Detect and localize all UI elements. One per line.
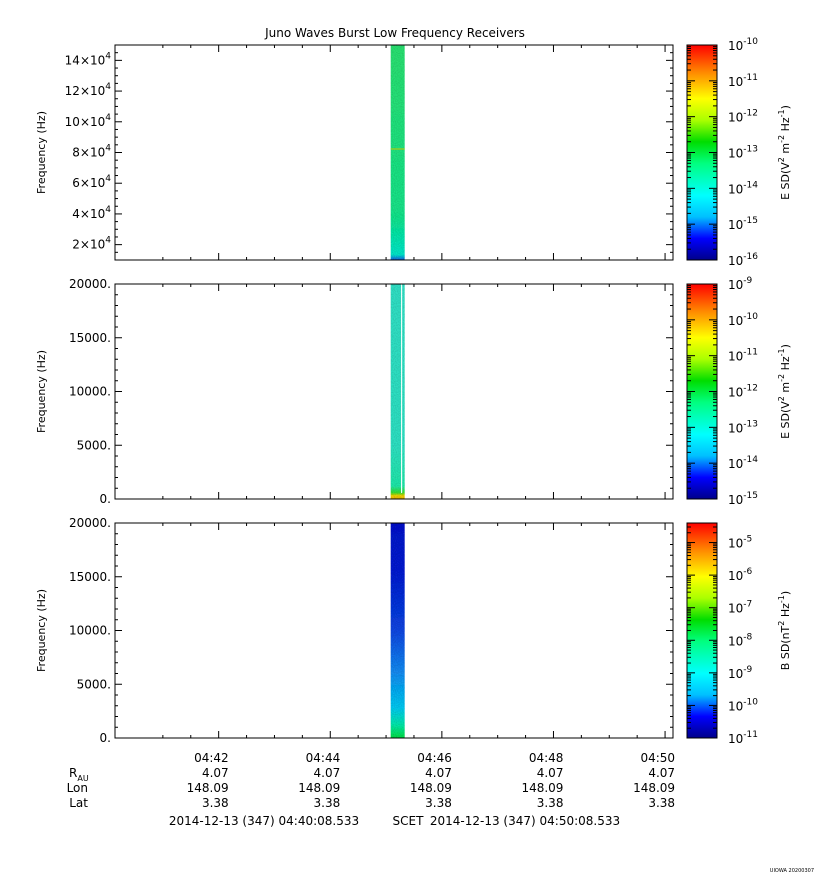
colorbar-label: B SD(nT2 Hz-1) — [777, 591, 792, 670]
y-tick-label: 5000. — [77, 438, 111, 452]
colorbar-tick-label: 10-11 — [728, 73, 758, 89]
y-tick-label: 10×104 — [65, 113, 112, 129]
colorbar-tick-label: 10-13 — [728, 145, 758, 161]
colorbar-label: E SD(V2 m-2 Hz-1) — [777, 105, 792, 200]
y-tick-label: 14×104 — [65, 51, 112, 67]
y-tick-label: 5000. — [77, 677, 111, 691]
colorbar-tick-label: 10-13 — [728, 419, 758, 435]
colorbar-tick-label: 10-10 — [728, 312, 758, 328]
colorbar-tick-label: 10-9 — [728, 665, 753, 681]
colorbar-tick-label: 10-11 — [728, 730, 758, 746]
y-tick-label: 6×104 — [72, 174, 111, 190]
ephemeris-value: 3.38 — [537, 796, 564, 810]
y-tick-label: 10000. — [69, 385, 111, 399]
panel-3: 0. 5000. 10000. 15000. 20000. Frequency (Hz) 1… — [35, 516, 792, 746]
ephemeris-value: 4.07 — [648, 766, 675, 780]
y-tick-label: 8×104 — [72, 144, 111, 160]
y-tick-label: 12×104 — [65, 82, 112, 98]
colorbar — [686, 522, 718, 739]
x-tick-label: 04:44 — [306, 751, 341, 765]
y-tick-label: 10000. — [69, 624, 111, 638]
ephemeris-value: 148.09 — [187, 781, 229, 795]
spectrogram-panels: 2×104 4×104 6×104 8×104 10×104 12×104 14×104 Fr… — [35, 37, 792, 746]
spectrogram-data-block — [390, 523, 405, 738]
range-end-label: 2014-12-13 (347) 04:50:08.533 — [430, 814, 620, 828]
colorbar-tick-label: 10-10 — [728, 37, 758, 53]
spectrogram-data-block — [390, 45, 405, 260]
ephemeris-value: 4.07 — [425, 766, 452, 780]
ephemeris-value: 4.07 — [537, 766, 564, 780]
y-tick-label: 2×104 — [72, 236, 111, 252]
x-tick-label: 04:46 — [417, 751, 452, 765]
colorbar-tick-label: 10-12 — [728, 109, 758, 125]
ephemeris-row-label: Lat — [69, 796, 88, 810]
ephemeris-value: 4.07 — [202, 766, 229, 780]
y-tick-label: 4×104 — [72, 205, 111, 221]
ephemeris-value: 148.09 — [633, 781, 675, 795]
ephemeris-value: 148.09 — [298, 781, 340, 795]
colorbar-tick-label: 10-16 — [728, 252, 758, 268]
y-tick-label: 0. — [100, 492, 111, 506]
ephemeris-value: 3.38 — [202, 796, 229, 810]
colorbar-label: E SD(V2 m-2 Hz-1) — [777, 344, 792, 439]
scet-label: SCET — [393, 814, 425, 828]
y-tick-label: 15000. — [69, 570, 111, 584]
x-tick-label: 04:42 — [194, 751, 229, 765]
colorbar-tick-label: 10-7 — [728, 600, 752, 616]
y-tick-label: 0. — [100, 731, 111, 745]
x-tick-label: 04:50 — [640, 751, 675, 765]
spectrogram-data-block — [390, 284, 405, 499]
ephemeris-value: 3.38 — [314, 796, 341, 810]
ephemeris-row-label: Lon — [67, 781, 88, 795]
colorbar-tick-label: 10-6 — [728, 567, 753, 583]
chart-title: Juno Waves Burst Low Frequency Receivers — [264, 26, 525, 40]
colorbar-tick-label: 10-10 — [728, 697, 758, 713]
ephemeris-value: 3.38 — [648, 796, 675, 810]
y-axis-label: Frequency (Hz) — [35, 111, 48, 194]
y-tick-label: 20000. — [69, 277, 111, 291]
colorbar-tick-label: 10-12 — [728, 384, 758, 400]
colorbar-tick-label: 10-15 — [728, 491, 758, 507]
ephemeris-row-label: RAU — [69, 766, 89, 783]
colorbar-tick-label: 10-11 — [728, 348, 758, 364]
colorbar-tick-label: 10-5 — [728, 535, 752, 551]
colorbar-tick-label: 10-14 — [728, 180, 758, 196]
colorbar-tick-label: 10-8 — [728, 632, 753, 648]
y-tick-label: 20000. — [69, 516, 111, 530]
time-axis-annotations: 04:42 04:44 04:46 04:48 04:50 RAU 4.07 4.07 4.07… — [67, 751, 675, 810]
range-start-label: 2014-12-13 (347) 04:40:08.533 — [169, 814, 359, 828]
colorbar-tick-label: 10-15 — [728, 216, 758, 232]
ephemeris-value: 4.07 — [314, 766, 341, 780]
panel-1: 2×104 4×104 6×104 8×104 10×104 12×104 14×104 Fr… — [35, 37, 792, 268]
ephemeris-value: 148.09 — [521, 781, 563, 795]
ephemeris-value: 148.09 — [410, 781, 452, 795]
panel-2: 0. 5000. 10000. 15000. 20000. Frequency (Hz) 1… — [35, 276, 792, 507]
ephemeris-value: 3.38 — [425, 796, 452, 810]
y-tick-label: 15000. — [69, 331, 111, 345]
colorbar-tick-label: 10-9 — [728, 276, 753, 292]
y-axis-label: Frequency (Hz) — [35, 589, 48, 672]
y-axis-label: Frequency (Hz) — [35, 350, 48, 433]
colorbar-tick-label: 10-14 — [728, 455, 758, 471]
x-tick-label: 04:48 — [529, 751, 564, 765]
stamp-label: UIOWA 20200307 — [770, 868, 814, 874]
